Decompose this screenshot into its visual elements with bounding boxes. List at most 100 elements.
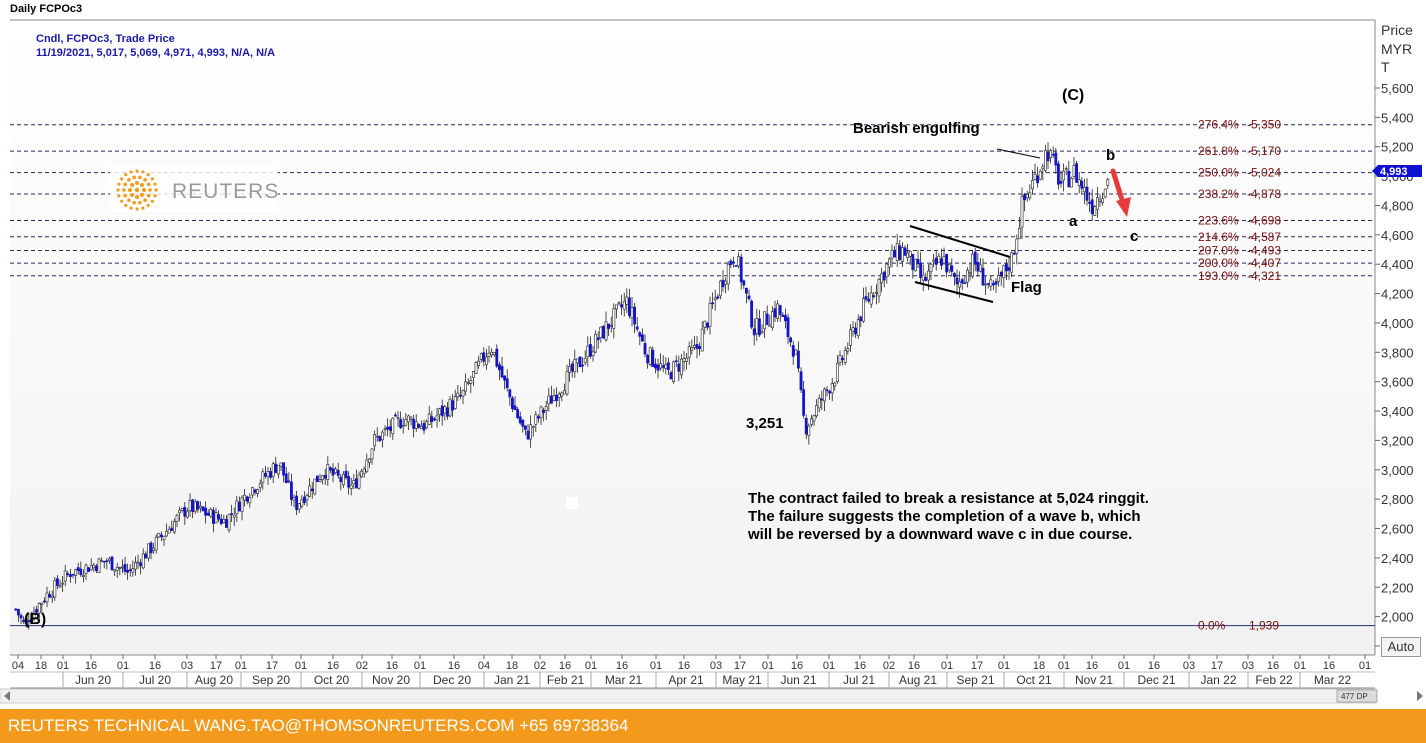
candle [682, 351, 686, 372]
candle [1090, 189, 1094, 221]
candle [1036, 166, 1040, 188]
y-tick-label: 2,400 [1381, 551, 1414, 566]
candle [388, 419, 392, 438]
x-day-tick: 01 [762, 660, 774, 672]
candle [110, 556, 114, 571]
candle [596, 331, 600, 349]
candle [747, 289, 751, 301]
candle [232, 507, 236, 527]
candle [1020, 187, 1024, 240]
x-day-tick: 04 [12, 660, 24, 672]
candle [547, 387, 551, 412]
candle [1044, 144, 1047, 173]
candle [214, 507, 218, 524]
logo-wordmark: REUTERS [172, 180, 279, 203]
candle [30, 611, 33, 624]
candle [1080, 176, 1084, 194]
candle [830, 377, 834, 402]
candle [1059, 170, 1063, 188]
candle [633, 303, 637, 334]
candle [27, 613, 31, 630]
candle [771, 306, 774, 331]
x-day-tick: 18 [506, 660, 518, 672]
candle [846, 342, 850, 355]
x-month-label: Feb 22 [1255, 673, 1293, 687]
candle [1049, 148, 1053, 164]
candle [391, 417, 395, 440]
x-day-tick: 16 [1148, 660, 1160, 672]
candle [313, 478, 317, 496]
candle [235, 495, 239, 522]
candle [828, 389, 832, 400]
candle [843, 346, 847, 366]
candle [295, 490, 299, 516]
candle [461, 389, 465, 404]
candle [815, 399, 819, 419]
scroll-right-icon[interactable] [1417, 691, 1423, 701]
candle [1038, 169, 1042, 181]
candle [1005, 259, 1008, 280]
candle [503, 375, 507, 390]
candle [477, 356, 481, 369]
candle [1051, 146, 1055, 159]
candle [573, 349, 577, 378]
candle [227, 513, 231, 533]
y-tick-label: 4,400 [1381, 257, 1414, 272]
candle [1057, 160, 1060, 190]
x-day-tick: 17 [210, 660, 222, 672]
candle [386, 418, 390, 437]
candle [807, 423, 811, 445]
fib-value-label: -4,493 [1247, 244, 1281, 258]
x-day-tick: 01 [650, 660, 662, 672]
candle [287, 472, 291, 484]
x-month-label: Jul 21 [843, 673, 875, 687]
fib-percent-label: 193.0% [1198, 269, 1239, 283]
candle [895, 233, 899, 267]
candle [396, 411, 400, 427]
candle [154, 534, 158, 554]
candle [898, 239, 902, 262]
candle [1041, 163, 1045, 181]
candle [128, 564, 132, 577]
x-day-tick: 18 [1033, 660, 1045, 672]
scroll-left-icon[interactable] [4, 691, 10, 701]
auto-scale-button[interactable]: Auto [1381, 637, 1421, 657]
candle [279, 462, 283, 472]
y-tick-label: 5,400 [1381, 110, 1414, 125]
candle [1054, 147, 1058, 174]
x-day-tick: 01 [117, 660, 129, 672]
candle [869, 285, 873, 308]
candle [136, 554, 140, 569]
candle [628, 288, 631, 319]
scroll-thumb[interactable] [1336, 689, 1378, 703]
candle [173, 518, 176, 535]
candle [914, 258, 917, 272]
scrollbar[interactable]: 477 DP [0, 688, 1423, 704]
candle [638, 330, 642, 346]
candle [602, 325, 605, 339]
candle [360, 468, 364, 479]
candle [105, 557, 109, 570]
x-day-tick: 03 [1242, 660, 1254, 672]
x-day-tick: 02 [534, 660, 546, 672]
candle [1103, 188, 1107, 199]
candle [674, 355, 678, 368]
candle [282, 462, 286, 483]
x-month-label: Jun 21 [780, 673, 816, 687]
candle [243, 488, 247, 507]
candle [292, 494, 296, 508]
fib-value-label: -4,698 [1247, 213, 1281, 227]
candle [245, 495, 249, 505]
candle [750, 299, 754, 330]
candle [102, 560, 106, 569]
candle [716, 293, 720, 300]
candle [875, 284, 878, 305]
candle [347, 471, 351, 495]
candle [355, 469, 358, 489]
candle [131, 560, 135, 577]
candle [529, 415, 533, 448]
candle [726, 261, 730, 291]
candle [557, 391, 561, 407]
candle [568, 358, 572, 382]
candle [357, 471, 361, 490]
